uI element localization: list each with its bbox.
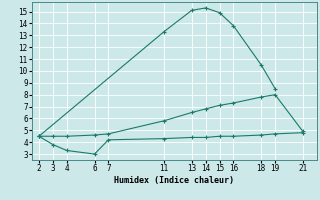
X-axis label: Humidex (Indice chaleur): Humidex (Indice chaleur) <box>115 176 234 185</box>
